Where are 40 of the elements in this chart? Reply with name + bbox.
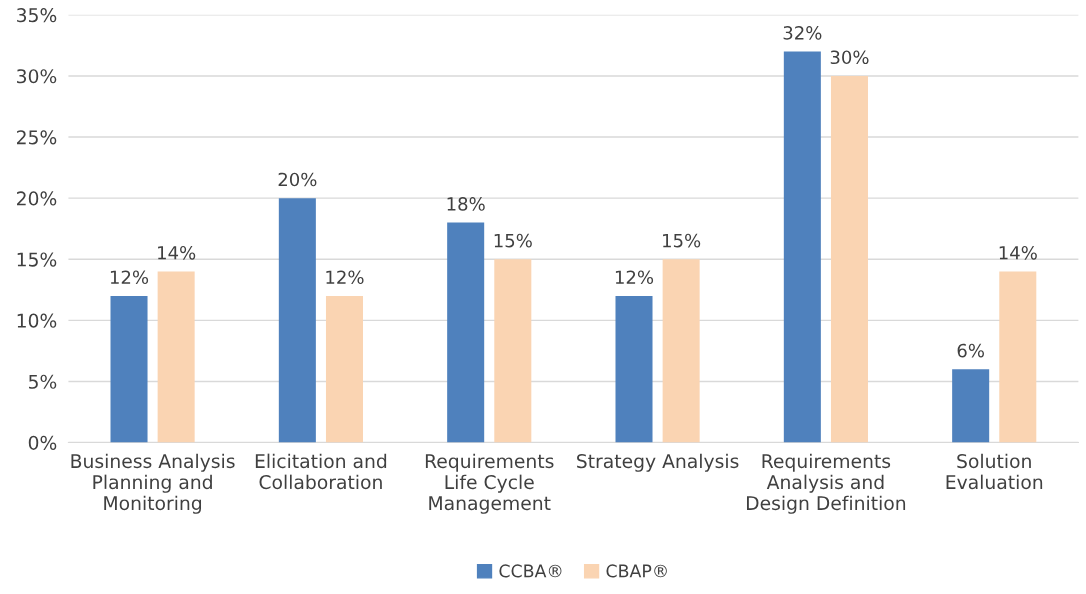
bar	[999, 271, 1037, 443]
y-tick-label: 30%	[17, 69, 57, 84]
y-tick-label: 10%	[17, 313, 57, 328]
bar	[447, 222, 485, 443]
y-tick-label: 20%	[17, 191, 57, 206]
legend-label: CBAP®	[606, 564, 667, 578]
bar	[278, 198, 316, 443]
x-tick-label: Requirements Analysis and Design Definition	[747, 453, 906, 514]
bar	[830, 75, 868, 443]
x-tick-label: Strategy Analysis	[577, 453, 739, 472]
data-label: 30%	[830, 50, 869, 65]
data-label: 15%	[494, 233, 532, 248]
bar	[325, 295, 363, 443]
bar	[783, 51, 821, 443]
x-tick-label: Elicitation and Collaboration	[255, 453, 387, 490]
bar	[157, 271, 195, 443]
bar	[110, 295, 148, 443]
bar	[494, 259, 532, 443]
data-label: 14%	[999, 245, 1037, 260]
data-label: 15%	[663, 233, 701, 248]
data-label: 18%	[447, 197, 485, 211]
bar	[662, 259, 700, 443]
x-tick-label: Solution Evaluation	[946, 453, 1043, 490]
y-tick-label: 0%	[28, 435, 57, 450]
y-tick-label: 15%	[17, 252, 57, 267]
bar	[952, 369, 990, 443]
data-label: 12%	[326, 270, 364, 285]
data-label: 12%	[110, 270, 149, 285]
data-label: 32%	[783, 26, 822, 40]
data-label: 6%	[957, 343, 984, 358]
y-tick-label: 5%	[29, 374, 57, 389]
x-tick-label: Business Analysis Planning and Monitoring	[71, 453, 235, 514]
x-tick-label: Requirements Life Cycle Management	[425, 453, 554, 514]
bar	[615, 295, 653, 443]
data-label: 12%	[615, 270, 654, 285]
y-tick-label: 25%	[17, 130, 57, 145]
data-label: 20%	[278, 172, 317, 187]
y-tick-label: 35%	[17, 8, 57, 23]
data-label: 14%	[158, 245, 196, 260]
legend-label: CCBA®	[499, 564, 562, 578]
